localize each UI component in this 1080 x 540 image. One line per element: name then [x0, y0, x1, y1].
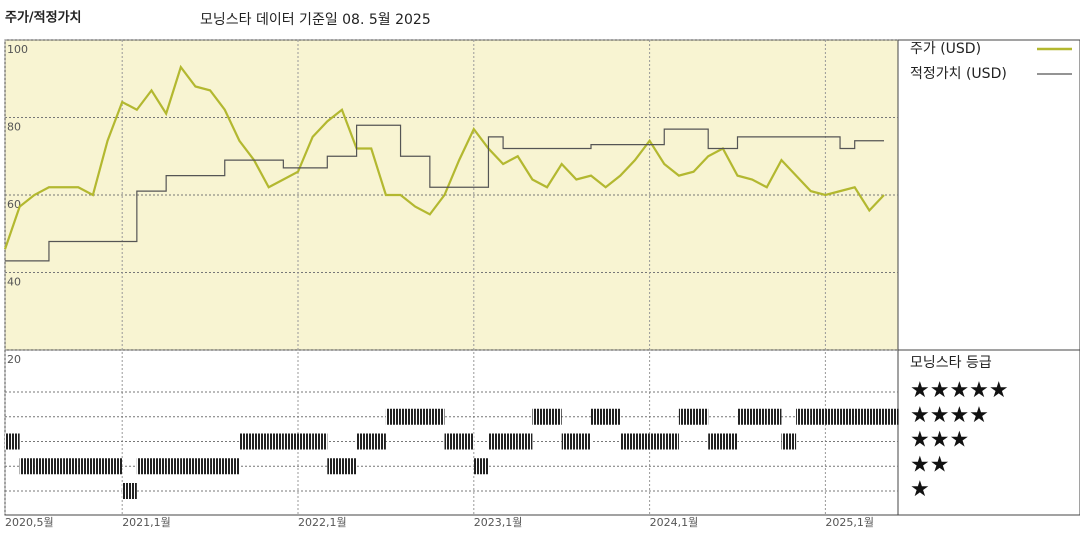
rating-bar [854, 408, 870, 425]
rating-bar [840, 408, 855, 425]
rating-bar [122, 483, 137, 499]
y-tick-label: 40 [7, 276, 21, 289]
rating-bar [678, 408, 694, 425]
rating-bar [180, 458, 196, 475]
x-tick-label: 2021,1월 [122, 516, 171, 529]
rating-level: ★★★★★ [910, 378, 1009, 403]
rating-bar [869, 408, 884, 425]
rating-level: ★★★ [910, 428, 969, 453]
chart-title: 주가/적정가치 [5, 10, 82, 26]
rating-bar [151, 458, 167, 475]
rating-bar [400, 408, 416, 425]
rating-bar [649, 433, 665, 450]
rating-bar [327, 458, 342, 475]
rating-bar [239, 433, 255, 450]
rating-bar [488, 433, 504, 450]
rating-bar [136, 458, 152, 475]
rating-bar [166, 458, 181, 475]
rating-bar [210, 458, 225, 475]
rating-bar [5, 433, 20, 450]
rating-bar [737, 408, 753, 425]
rating-level: ★★ [910, 452, 949, 477]
rating-bar [693, 408, 709, 425]
x-tick-label: 2020,5월 [5, 516, 54, 529]
rating-bar [415, 408, 430, 425]
rating-bar [356, 433, 372, 450]
rating-bar [634, 433, 650, 450]
rating-bar [561, 433, 577, 450]
rating-bar [224, 458, 240, 475]
rating-bar [459, 433, 474, 450]
y-tick-label: 100 [7, 43, 28, 56]
rating-bar [781, 433, 797, 450]
rating-bar [34, 458, 49, 475]
rating-bar [371, 433, 386, 450]
rating-bar [708, 433, 723, 450]
rating-bar [429, 408, 445, 425]
legend-label: 적정가치 (USD) [910, 66, 1007, 82]
rating-bar [766, 408, 782, 425]
rating-bar [605, 408, 621, 425]
rating-bar [48, 458, 64, 475]
rating-bar [810, 408, 826, 425]
rating-bar [722, 433, 738, 450]
rating-bar [547, 408, 562, 425]
rating-bar [78, 458, 93, 475]
rating-bar [63, 458, 79, 475]
rating-bar [195, 458, 211, 475]
rating-bar [752, 408, 767, 425]
rating-bar [283, 433, 298, 450]
y-tick-label: 20 [7, 353, 21, 366]
rating-bar [664, 433, 679, 450]
rating-bar [517, 433, 533, 450]
series-line [5, 124, 884, 262]
rating-bar [444, 433, 460, 450]
rating-bar [92, 458, 108, 475]
rating-level: ★ [910, 477, 930, 502]
rating-bar [19, 458, 35, 475]
rating-bar [341, 458, 357, 475]
rating-bar [503, 433, 518, 450]
legend-label: 주가 (USD) [910, 41, 981, 57]
rating-bar [298, 433, 313, 450]
rating-bar [532, 408, 548, 425]
rating-bar [385, 408, 401, 425]
rating-bar [254, 433, 269, 450]
rating-level: ★★★★ [910, 403, 989, 428]
x-tick-label: 2024,1월 [650, 516, 699, 529]
rating-title: 모닝스타 등급 [910, 355, 992, 371]
rating-bar [796, 408, 811, 425]
rating-bar [884, 408, 899, 425]
rating-bar [576, 433, 591, 450]
x-tick-label: 2023,1월 [474, 516, 523, 529]
rating-bar [825, 408, 841, 425]
rating-bar [473, 458, 489, 475]
rating-bar [591, 408, 606, 425]
y-tick-label: 80 [7, 121, 21, 134]
x-tick-label: 2022,1월 [298, 516, 347, 529]
chart-subtitle: 모닝스타 데이터 기준일 08. 5월 2025 [200, 12, 431, 28]
rating-bar [107, 458, 123, 475]
rating-bar [620, 433, 635, 450]
rating-bar [268, 433, 284, 450]
series-line [3, 64, 885, 250]
rating-bar [312, 433, 328, 450]
x-tick-label: 2025,1월 [825, 516, 874, 529]
y-tick-label: 60 [7, 198, 21, 211]
